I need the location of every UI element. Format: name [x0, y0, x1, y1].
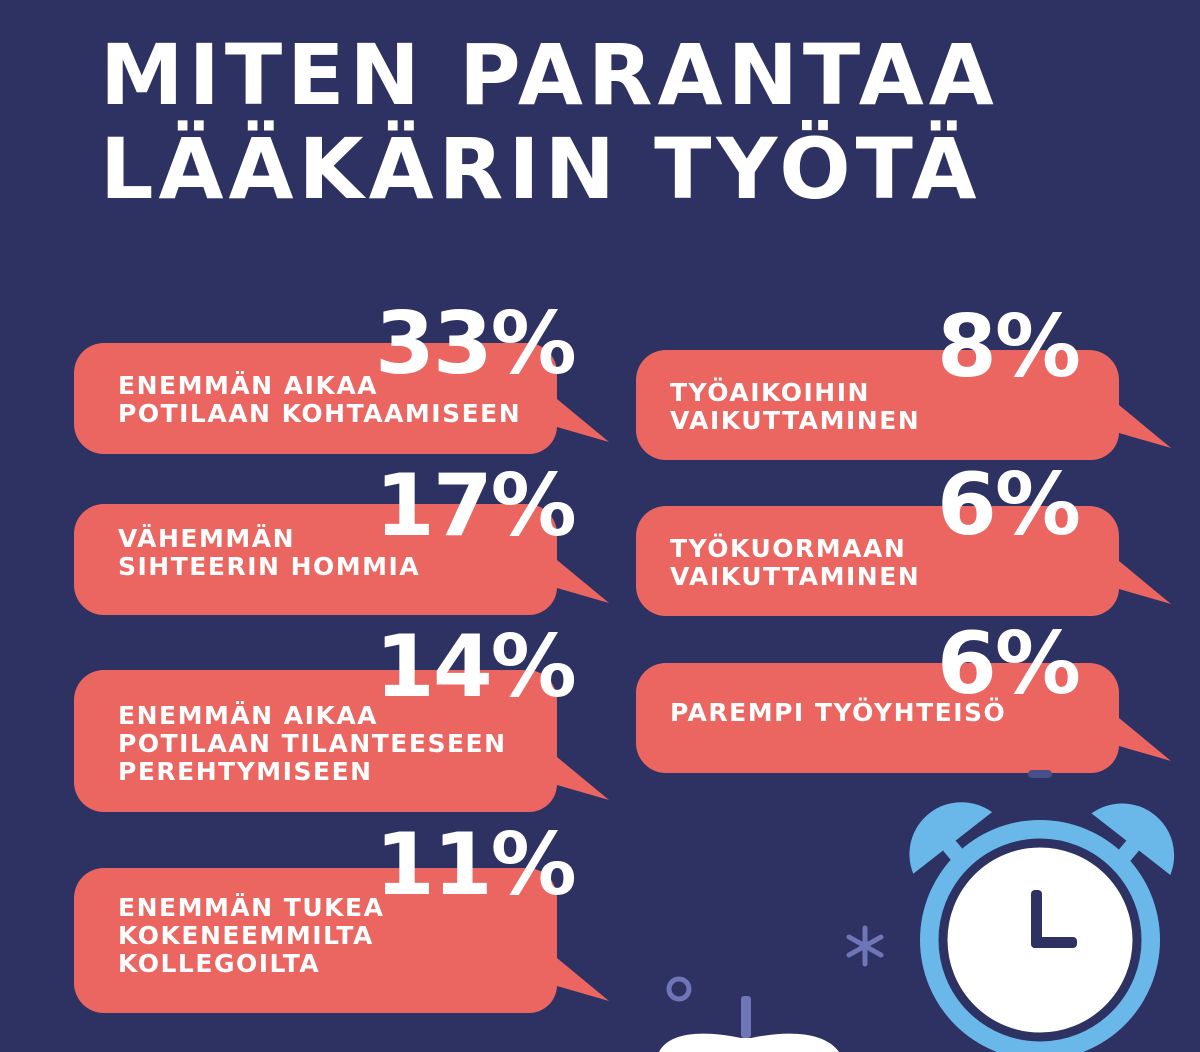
- stat-percent: 11%: [375, 815, 577, 915]
- title-line-2: LÄÄKÄRIN TYÖTÄ: [100, 120, 982, 218]
- speech-bubble: [636, 350, 1171, 460]
- title-line-1: MITEN PARANTAA: [100, 26, 999, 124]
- stat-percent: 14%: [375, 617, 577, 717]
- stat-label: TYÖAIKOIHIN VAIKUTTAMINEN: [670, 378, 921, 435]
- stat-card: 11% ENEMMÄN TUKEA KOKENEEMMILTA KOLLEGOI…: [70, 820, 615, 1015]
- speech-bubble: [636, 663, 1171, 773]
- stat-percent: 8%: [937, 297, 1081, 397]
- stat-percent: 6%: [937, 614, 1081, 714]
- stat-percent: 33%: [375, 294, 577, 394]
- stat-card: 6% PAREMPI TYÖYHTEISÖ: [632, 617, 1177, 775]
- speech-bubble: [636, 506, 1171, 616]
- stat-label: ENEMMÄN TUKEA KOKENEEMMILTA KOLLEGOILTA: [118, 893, 385, 978]
- apple-icon: [659, 996, 839, 1052]
- stat-card: 33% ENEMMÄN AIKAA POTILAAN KOHTAAMISEEN: [70, 296, 615, 456]
- stat-label: ENEMMÄN AIKAA POTILAAN KOHTAAMISEEN: [118, 371, 522, 428]
- page-title: MITEN PARANTAA LÄÄKÄRIN TYÖTÄ: [100, 28, 999, 216]
- stat-percent: 17%: [375, 456, 577, 556]
- stat-label: VÄHEMMÄN SIHTEERIN HOMMIA: [118, 524, 421, 581]
- stat-percent: 6%: [937, 455, 1081, 555]
- sparkle-icon: [846, 925, 884, 967]
- speech-bubble: [74, 868, 609, 1013]
- alarm-clock-icon: [909, 770, 1175, 1052]
- stat-label: TYÖKUORMAAN VAIKUTTAMINEN: [670, 534, 921, 591]
- stat-card: 8% TYÖAIKOIHIN VAIKUTTAMINEN: [632, 300, 1177, 462]
- stat-card: 6% TYÖKUORMAAN VAIKUTTAMINEN: [632, 458, 1177, 618]
- speech-bubble: [74, 670, 609, 812]
- speech-bubble: [74, 343, 609, 454]
- stat-label: ENEMMÄN AIKAA POTILAAN TILANTEESEEN PERE…: [118, 701, 507, 786]
- circle-icon: [666, 976, 692, 1002]
- stat-card: 14% ENEMMÄN AIKAA POTILAAN TILANTEESEEN …: [70, 622, 615, 814]
- stat-label: PAREMPI TYÖYHTEISÖ: [670, 698, 1007, 727]
- speech-bubble: [74, 504, 609, 615]
- stat-card: 17% VÄHEMMÄN SIHTEERIN HOMMIA: [70, 457, 615, 617]
